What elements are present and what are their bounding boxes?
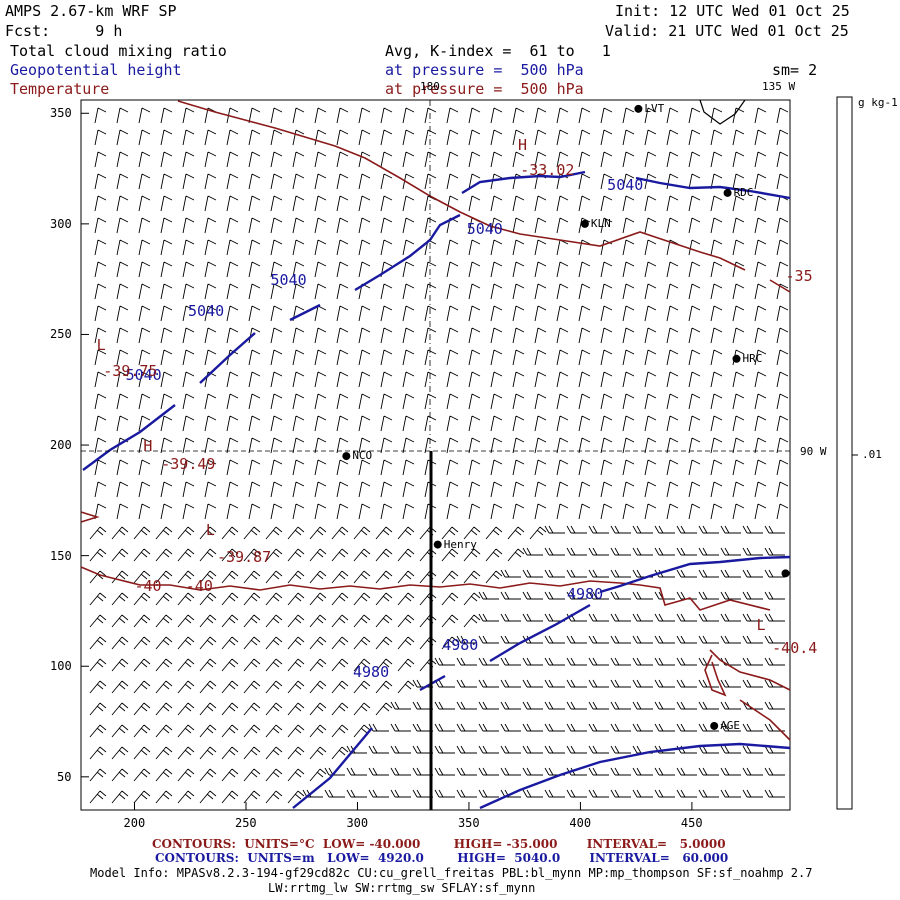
temp-contour-northeast [769,279,791,293]
field-temperature: Temperature [10,80,110,98]
plot-frame [80,99,791,811]
init-time: Init: 12 UTC Wed 01 Oct 25 [615,2,850,20]
model-title: AMPS 2.67-km WRF SP [5,2,177,20]
height-contour-label: 5040 [607,176,644,195]
temperature-label: -40.4 [772,638,818,657]
x-tick-label: 400 [569,816,592,830]
temperature-label: -40 [134,576,162,595]
y-tick-label: 150 [50,548,72,563]
temperature-contours [80,100,791,741]
temp-contour-southeast-branch [739,699,791,741]
y-tick-label: 250 [50,327,72,342]
field-height: Geopotential height [10,61,182,79]
temperature-label: -39.49 [161,454,216,473]
station-marker [342,452,351,461]
height-4980-middle [489,603,591,663]
temperature-label: -33.02 [520,160,575,179]
temp-contour-north [177,100,746,271]
station-marker [781,569,790,578]
height-contour-label: 5040 [125,366,162,385]
height-contour-info: CONTOURS: UNITS=m LOW= 4920.0 HIGH= 5040… [155,851,729,865]
forecast-hour: Fcst: 9 h [5,22,123,40]
stations [342,104,790,730]
station-label: NCO [352,449,373,463]
field-cloud: Total cloud mixing ratio [10,42,227,60]
station-label: HRC [742,351,763,365]
station-marker [433,540,442,549]
height-contour-label: 5040 [270,271,307,290]
temp-contour-south [80,566,771,611]
station-marker [580,219,589,228]
height-contour-label: 4980 [442,636,479,655]
x-tick-label: 200 [123,816,146,830]
model-info-physics: LW:rrtmg_lw SW:rrtmg_sw SFLAY:sf_mynn [268,881,536,895]
height-4980-upper [599,555,791,594]
temperature-label: L [756,616,766,635]
colorbar [836,96,853,810]
y-tick-label: 350 [50,106,72,121]
station-marker [710,721,719,730]
y-tick-label: 300 [50,216,72,231]
station-label: RDC [733,185,754,199]
y-tick-label: 100 [50,659,72,674]
height-5040-upper [461,170,791,200]
colorbar-unit: g kg-1 [858,96,898,109]
station-label: Henry [443,537,477,551]
avg-k-index: Avg, K-index = 61 to 1 [385,42,611,60]
station-label: LVT [644,101,665,115]
x-tick-label: 250 [234,816,257,830]
y-tick-label: 200 [50,438,72,453]
station-marker [732,354,741,363]
station-label: AGE [720,718,741,732]
height-contour-label: 4980 [567,585,604,604]
height-5040-lower [82,213,461,471]
station-marker [634,104,643,113]
temp-contour-southeast [709,649,791,691]
x-tick-label: 300 [346,816,369,830]
station-marker [723,188,732,197]
height-pressure: at pressure = 500 hPa [385,61,584,79]
wind-barb-field [89,107,789,804]
temperature-label: -39.75 [103,362,158,381]
temperature-label: -35 [785,266,813,285]
model-info: Model Info: MPASv8.2.3-194-gf29cd82c CU:… [90,866,813,880]
colorbar-tick-label: .01 [862,448,882,461]
temp-contour-west [80,511,100,523]
x-tick-label: 350 [457,816,480,830]
temp-contour-info: CONTOURS: UNITS=°C LOW= -40.000 HIGH= -3… [152,837,726,851]
axis-ticks [81,112,693,810]
y-tick-label: 50 [57,769,72,784]
height-contour-label: 5040 [188,302,225,321]
coastline [699,99,746,125]
meridian-180-label: 180 [420,80,440,93]
temperature-label: L [96,335,106,354]
temperature-label: -40 [185,576,213,595]
height-4980-bottom [479,742,791,810]
smoothing: sm= 2 [772,61,818,79]
x-tick-label: 450 [680,816,703,830]
temperature-label: L [205,521,215,540]
temperature-label: H [143,437,153,456]
valid-time: Valid: 21 UTC Wed 01 Oct 25 [605,22,849,40]
temperature-label: -39.87 [217,547,272,566]
temp-contour-southeast-loop [704,654,727,697]
station-label: KLN [590,216,611,230]
height-contours [82,170,791,810]
temperature-label: H [517,136,528,155]
temp-pressure: at pressure = 500 hPa [385,80,584,98]
height-contour-label: 4980 [353,662,390,681]
wind-barbs [89,107,789,804]
meridian-135-label: 135 W [762,80,796,93]
height-contour-label: 5040 [466,220,503,239]
meridian-90-label: 90 W [800,445,827,458]
